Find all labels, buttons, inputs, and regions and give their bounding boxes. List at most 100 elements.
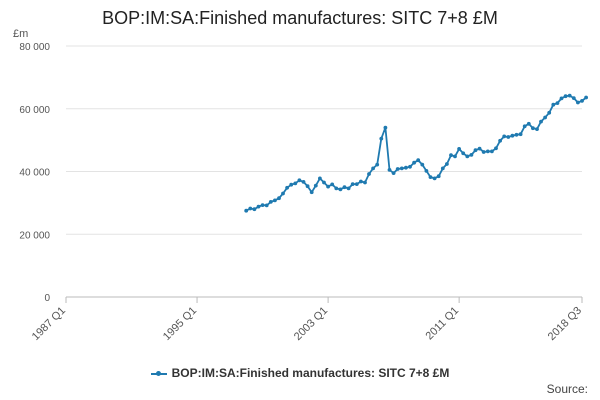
data-point [535, 127, 539, 131]
data-point [371, 166, 375, 171]
data-point [301, 180, 306, 184]
data-point [408, 164, 412, 169]
data-point [404, 165, 408, 170]
data-point [584, 95, 588, 100]
chart-title: BOP:IM:SA:Finished manufactures: SITC 7+… [102, 8, 498, 28]
data-point [555, 101, 560, 105]
data-point [346, 186, 351, 191]
data-point [363, 180, 367, 185]
data-point [281, 191, 285, 196]
data-point [354, 182, 359, 187]
data-point [260, 203, 265, 208]
data-point [309, 190, 314, 195]
data-point [424, 169, 429, 173]
data-point [473, 148, 478, 153]
data-point [387, 168, 392, 172]
data-point [543, 115, 547, 120]
data-point [481, 150, 486, 154]
data-point [326, 184, 330, 189]
data-point [567, 93, 572, 98]
data-point [453, 154, 457, 159]
y-tick-label: 40 000 [19, 168, 50, 179]
data-point [514, 132, 519, 137]
data-point [285, 185, 289, 190]
y-tick-label: 80 000 [19, 42, 50, 53]
data-point [322, 180, 326, 185]
data-point [420, 162, 425, 167]
data-point [248, 206, 253, 211]
data-point [477, 146, 482, 151]
data-point [268, 200, 273, 204]
data-point [399, 166, 404, 171]
data-point [342, 185, 347, 190]
data-point [293, 181, 298, 186]
data-point [391, 171, 396, 176]
data-point [375, 162, 380, 167]
data-point [539, 119, 543, 124]
data-point [334, 186, 339, 191]
data-point [580, 99, 584, 103]
data-point [436, 174, 441, 179]
data-point [559, 96, 564, 101]
data-point [383, 125, 388, 130]
data-point [289, 182, 294, 187]
data-point [518, 132, 523, 137]
y-axis-unit-label: £m [13, 28, 29, 40]
data-point [522, 124, 527, 129]
data-point [510, 133, 515, 138]
data-point [273, 198, 277, 203]
data-point [576, 100, 580, 105]
data-point [445, 162, 449, 166]
data-point [305, 184, 310, 189]
data-point [428, 175, 433, 180]
data-point [412, 160, 416, 165]
x-tick-label: 1987 Q1 [30, 305, 68, 343]
data-point [465, 154, 470, 159]
data-point [490, 149, 494, 154]
data-point [264, 203, 269, 208]
data-point [440, 166, 445, 171]
data-point [416, 158, 421, 163]
data-point [277, 196, 281, 201]
y-axis-ticks: 0 20 000 40 000 60 000 80 000 [19, 42, 50, 304]
x-tick-label: 2018 Q3 [546, 305, 584, 343]
gridlines [66, 45, 582, 235]
data-point [244, 208, 249, 213]
data-point [256, 204, 261, 209]
legend[interactable]: BOP:IM:SA:Finished manufactures: SITC 7+… [0, 366, 600, 380]
data-point [350, 182, 355, 187]
x-tick-label: 2003 Q1 [292, 305, 330, 343]
data-point [494, 146, 498, 151]
data-point [379, 136, 384, 141]
data-point [330, 182, 335, 187]
data-point [485, 149, 490, 154]
data-point [313, 183, 318, 188]
data-point [457, 147, 461, 151]
data-point [506, 135, 511, 139]
data-point [318, 176, 322, 181]
data-point [498, 138, 502, 143]
data-point [547, 110, 552, 115]
data-point [359, 179, 363, 184]
data-point [469, 153, 474, 157]
data-point [449, 153, 453, 158]
source-label: Source: [546, 382, 588, 396]
data-point [338, 187, 343, 192]
x-tick-label: 1995 Q1 [161, 305, 199, 343]
data-point [461, 151, 466, 156]
y-tick-label: 0 [44, 293, 50, 304]
series-line [245, 94, 587, 212]
data-point [526, 121, 531, 126]
data-point [502, 134, 507, 139]
data-point [252, 207, 257, 212]
legend-swatch [150, 370, 167, 376]
legend-label: BOP:IM:SA:Finished manufactures: SITC 7+… [171, 366, 450, 380]
data-point [432, 176, 437, 181]
data-point [571, 96, 576, 100]
data-point [395, 167, 400, 171]
data-point [297, 178, 302, 183]
data-point [551, 102, 556, 107]
y-tick-label: 60 000 [19, 105, 50, 116]
x-axis: 1987 Q1 1995 Q1 2003 Q1 2011 Q1 2018 Q3 [30, 296, 584, 343]
